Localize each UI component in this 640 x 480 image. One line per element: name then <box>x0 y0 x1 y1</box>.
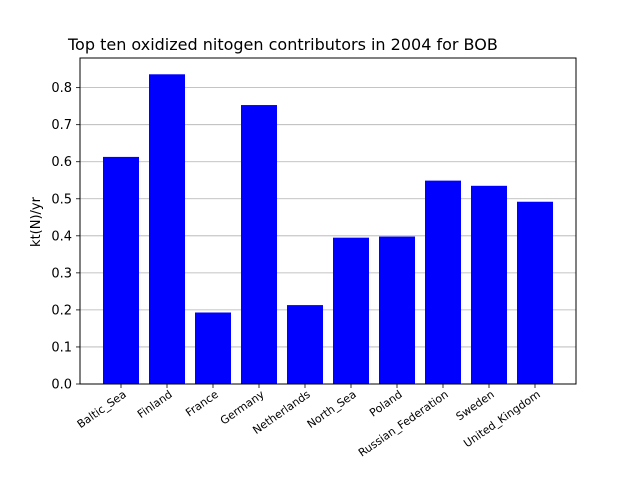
x-tick-label: Sweden <box>454 388 497 424</box>
y-tick-label: 0.0 <box>51 378 72 393</box>
y-axis-ticks: 0.0 0.1 0.2 0.3 0.4 0.5 0.6 0.7 0.8 <box>51 81 80 393</box>
x-tick-label: United_Kingdom <box>461 388 542 450</box>
bar-poland <box>379 236 415 384</box>
y-tick-label: 0.8 <box>51 81 72 96</box>
plot-frame <box>79 57 577 385</box>
x-tick-label: Finland <box>135 388 175 421</box>
bar-north-sea <box>333 237 369 384</box>
y-tick-label: 0.6 <box>51 155 72 170</box>
x-axis-ticks: Baltic_Sea Finland FranceGermanyNetherland… <box>75 384 543 460</box>
bar-france <box>195 312 231 384</box>
bar-finland <box>149 74 185 385</box>
bar-united-kingdom <box>517 201 553 384</box>
y-tick-label: 0.5 <box>51 192 72 207</box>
x-tick-label: France <box>183 388 221 420</box>
y-axis-label: kt(N)/yr <box>29 196 44 247</box>
x-tick-label: Baltic_Sea <box>75 388 129 431</box>
bar-russian-federation <box>425 180 461 384</box>
bar-netherlands <box>287 305 323 384</box>
x-tick-label: North_Sea <box>305 388 359 431</box>
bars <box>103 74 553 385</box>
bar-baltic-sea <box>103 156 139 384</box>
y-tick-label: 0.1 <box>51 340 72 355</box>
x-tick-label: Poland <box>367 388 405 420</box>
y-tick-label: 0.4 <box>51 229 72 244</box>
bar-germany <box>241 105 277 384</box>
bar-sweden <box>471 185 507 384</box>
y-tick-label: 0.2 <box>51 303 72 318</box>
y-tick-label: 0.3 <box>51 266 72 281</box>
y-tick-label: 0.7 <box>51 118 72 133</box>
chart-title: Top ten oxidized nitogen contributors in… <box>67 35 498 54</box>
